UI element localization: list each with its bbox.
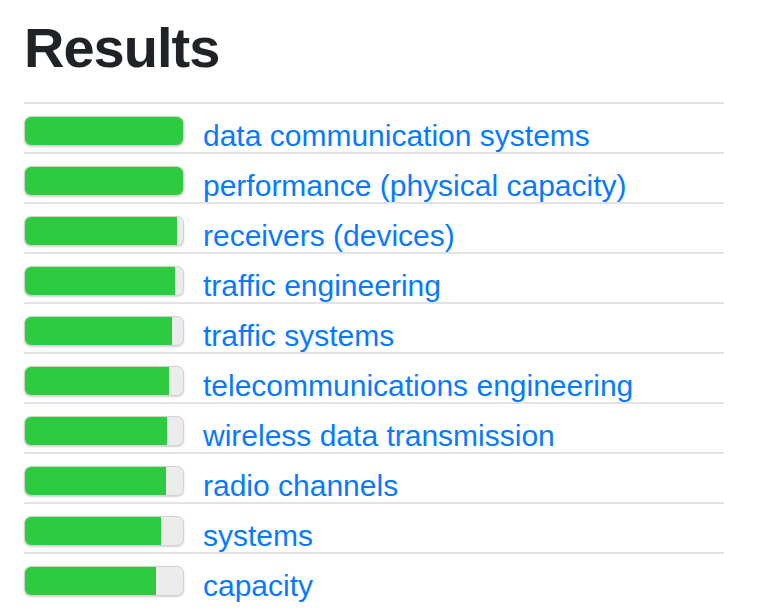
score-bar [24,416,184,446]
score-bar-fill [25,367,169,395]
score-bar [24,266,184,296]
result-link[interactable]: traffic engineering [203,269,441,303]
score-bar-fill [25,417,167,445]
result-link[interactable]: wireless data transmission [203,419,555,453]
score-bar [24,466,184,496]
result-link[interactable]: radio channels [203,469,398,503]
score-bar-fill [25,267,175,295]
score-bar-fill [25,467,166,495]
score-bar-fill [25,117,183,145]
result-row: traffic systems [24,302,724,352]
result-row: radio channels [24,452,724,502]
result-row: wireless data transmission [24,402,724,452]
result-row: telecommunications engineering [24,352,724,402]
result-row: receivers (devices) [24,202,724,252]
result-link[interactable]: systems [203,519,313,553]
results-page: Results data communication systems perfo… [0,14,724,602]
score-bar [24,366,184,396]
result-link[interactable]: capacity [203,569,313,603]
score-bar-fill [25,567,156,595]
score-bar [24,566,184,596]
result-link[interactable]: performance (physical capacity) [203,169,627,203]
score-bar [24,116,184,146]
score-bar-fill [25,217,177,245]
result-row: data communication systems [24,102,724,152]
score-bar-fill [25,517,161,545]
result-link[interactable]: data communication systems [203,119,590,153]
page-title: Results [24,14,724,81]
result-row: systems [24,502,724,552]
score-bar [24,166,184,196]
score-bar-fill [25,317,172,345]
score-bar-fill [25,167,183,195]
results-list: data communication systems performance (… [24,102,724,602]
result-link[interactable]: telecommunications engineering [203,369,633,403]
score-bar [24,516,184,546]
score-bar [24,316,184,346]
result-link[interactable]: traffic systems [203,319,394,353]
result-link[interactable]: receivers (devices) [203,219,455,253]
score-bar [24,216,184,246]
result-row: performance (physical capacity) [24,152,724,202]
result-row: capacity [24,552,724,602]
result-row: traffic engineering [24,252,724,302]
